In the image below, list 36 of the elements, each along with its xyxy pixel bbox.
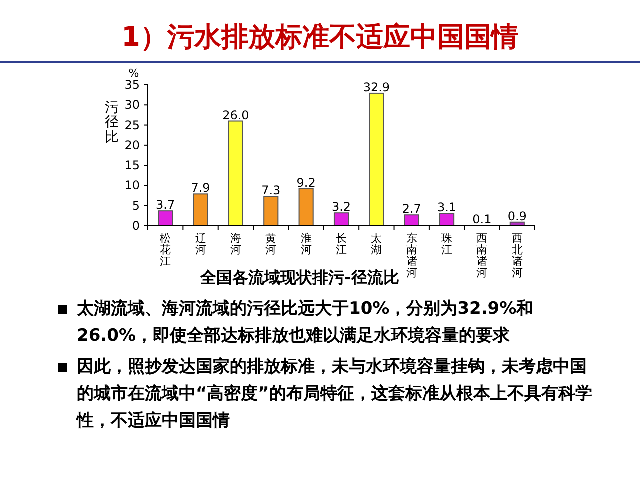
y-tick-label: 25 [124,118,140,132]
text: 因此，照抄发达国家的排放标准，未与水环境容量挂钩，未考虑中国的城市在流域中“高密度”的布局特征，这套标准从根本上不具有科学性，不适应中国国情 [77,356,594,433]
x-tick-label: 淮河 [300,232,312,257]
data-label: 3.1 [438,200,457,215]
chart-title: 1）污水排放标准不适应中国国情 [122,22,518,53]
data-label: 0.1 [472,212,492,227]
x-tick-label: 辽河 [195,232,206,257]
y-axis-title: 污径比 [105,100,119,146]
x-tick-label: 海河 [230,232,242,257]
data-label: 3.2 [332,200,352,214]
data-label: 7.9 [191,181,210,196]
y-tick-label: 0 [132,219,140,233]
data-label: 2.7 [402,202,422,216]
data-label: 26.0 [222,108,250,122]
y-tick-label: 35 [124,78,140,92]
y-tick-label: 10 [124,178,140,193]
x-tick-label: 东南诸河 [406,232,418,280]
data-label: 9.2 [296,176,316,190]
text: % [128,67,140,80]
y-tick-label: 20 [124,138,140,152]
x-tick-label: 黄河 [266,232,277,257]
x-axis-title: 全国各流域现状排污-径流比 [200,268,400,287]
y-tick-label: 15 [124,158,140,173]
x-tick-label: 太湖 [371,232,382,257]
data-label: 32.9 [363,80,390,94]
x-tick-label: 西南诸河 [476,232,488,280]
x-tick-label: 珠江 [442,232,453,257]
data-label: 0.9 [508,209,527,224]
x-tick-label: 松花江 [160,232,172,268]
text: 太湖流域、海河流域的污径比远大于10%，分别为32.9%和26.0%，即使全部达标排放也难以满足水环境容量的要求 [77,298,535,348]
y-tick-label: 5 [132,198,140,213]
x-tick-label: 西北诸河 [512,232,523,280]
y-tick-label: 30 [124,98,140,112]
x-tick-label: 长江 [336,232,347,257]
data-label: 3.7 [156,198,176,212]
data-label: 7.3 [262,184,281,198]
